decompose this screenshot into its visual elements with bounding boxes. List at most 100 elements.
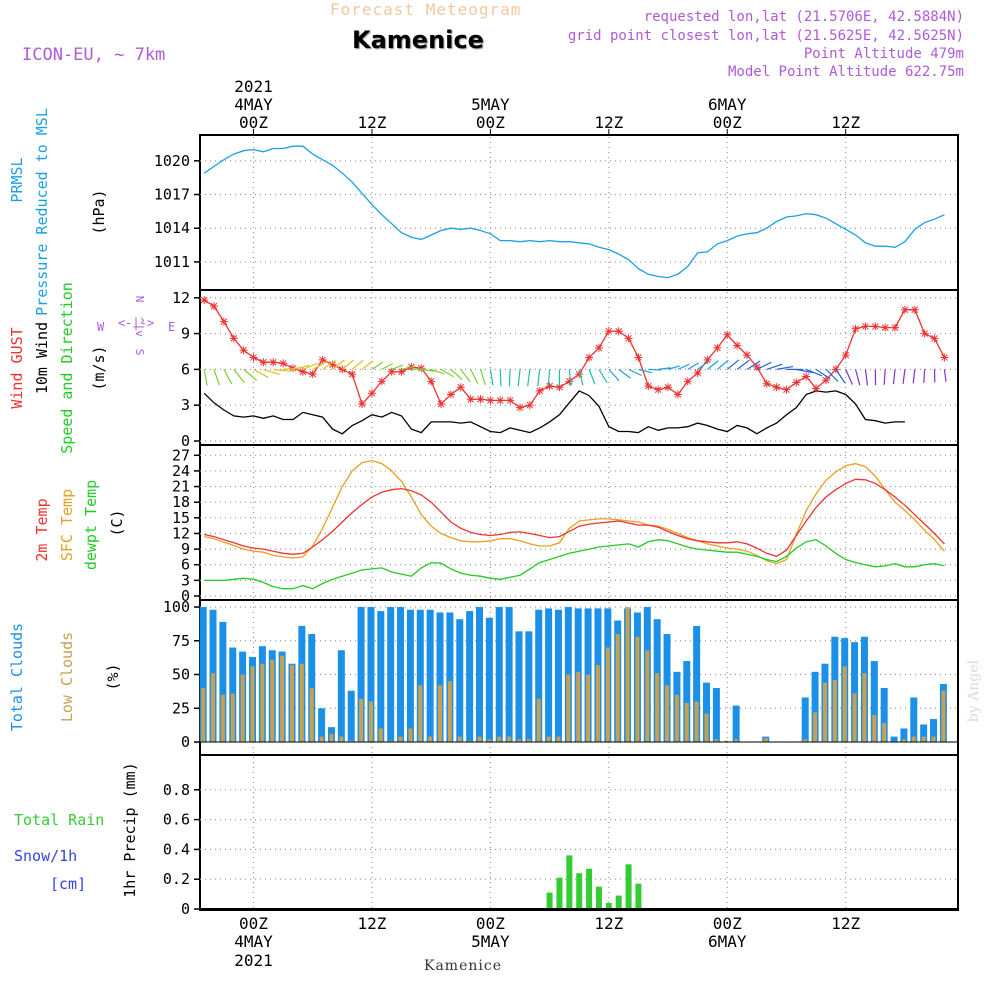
low-cloud-bar xyxy=(921,736,926,742)
wind-direction-arrow xyxy=(805,368,823,377)
low-cloud-bar xyxy=(813,712,818,742)
rain-bar xyxy=(586,868,593,909)
total-cloud-bar xyxy=(406,609,414,742)
precip-unit-label: 1hr Precip (mm) xyxy=(121,762,139,897)
total-cloud-bar xyxy=(416,609,424,742)
low-cloud-bar xyxy=(516,739,521,742)
wind-direction-arrow xyxy=(756,361,772,370)
low-cloud-bar xyxy=(684,702,689,742)
wind-direction-arrow xyxy=(479,369,486,385)
top-day-label: 4MAY xyxy=(234,95,273,114)
low-cloud-bar xyxy=(941,690,946,742)
gust-marker xyxy=(367,389,376,398)
total-cloud-bar xyxy=(920,724,928,742)
gust-marker xyxy=(476,395,485,404)
low-cloud-bar xyxy=(852,693,857,742)
wind-direction-arrow xyxy=(517,369,521,387)
total-cloud-bar xyxy=(535,609,543,742)
y-tick-label: 75 xyxy=(172,632,190,650)
gust-marker xyxy=(644,382,653,391)
low-cloud-bar xyxy=(694,701,699,742)
gust-marker xyxy=(634,353,643,362)
wind-direction-arrow xyxy=(588,369,596,385)
wind-direction-arrow xyxy=(401,366,414,370)
low-cloud-bar xyxy=(615,634,620,742)
total-cloud-bar xyxy=(870,661,878,742)
gust-marker xyxy=(466,395,475,404)
wind-direction-arrow xyxy=(835,369,846,384)
wind-direction-arrow xyxy=(687,362,700,370)
gust-marker xyxy=(762,379,771,388)
gust-marker xyxy=(437,400,446,408)
gust-marker xyxy=(821,376,830,385)
gust-marker xyxy=(703,355,712,364)
wind-direction-arrow xyxy=(332,359,345,370)
y-tick-label: 0.6 xyxy=(163,811,190,829)
total-cloud-bar xyxy=(397,607,405,742)
total-cloud-bar xyxy=(545,608,553,742)
wind-direction-arrow xyxy=(726,359,740,370)
y-tick-label: 21 xyxy=(172,478,190,496)
dewpoint-line xyxy=(204,539,945,590)
wind-direction-arrow xyxy=(598,369,608,384)
total-cloud-bar xyxy=(880,688,888,742)
y-tick-label: 3 xyxy=(181,396,190,414)
wind-direction-arrow xyxy=(608,368,620,382)
gust-marker xyxy=(525,401,534,410)
wind-direction-arrow xyxy=(776,365,794,370)
low-cloud-bar xyxy=(319,736,324,742)
low-cloud-bar xyxy=(763,737,768,742)
top-hour-label: 12Z xyxy=(594,113,623,132)
wind-speed-direction-label: Speed and Direction xyxy=(58,282,76,454)
bottom-hour-label: 12Z xyxy=(831,914,860,933)
rain-bar xyxy=(546,892,553,909)
low-cloud-bar xyxy=(625,607,630,742)
wind-direction-arrow xyxy=(527,369,531,387)
total-cloud-bar xyxy=(890,736,898,742)
grid-point-coordinates: grid point closest lon,lat (21.5625E, 42… xyxy=(567,28,964,44)
wind-direction-arrow xyxy=(470,369,479,384)
total-cloud-bar xyxy=(387,607,395,742)
total-cloud-bar xyxy=(851,642,859,742)
wind-direction-arrow xyxy=(618,368,631,379)
wind-direction-arrow xyxy=(253,368,269,379)
y-tick-label: 6 xyxy=(181,556,190,574)
wind-direction-arrow xyxy=(902,369,906,384)
gust-marker xyxy=(871,322,880,331)
total-cloud-bar xyxy=(495,607,503,742)
wind-direction-arrow xyxy=(658,367,671,370)
low-cloud-bar xyxy=(428,736,433,742)
total-cloud-bar xyxy=(900,728,908,742)
top-year-label: 2021 xyxy=(234,77,273,96)
low-cloud-bar xyxy=(704,713,709,742)
gust-marker xyxy=(723,330,732,339)
bottom-day-label: 4MAY xyxy=(234,932,273,951)
gust-marker xyxy=(486,396,495,405)
total-cloud-bar xyxy=(377,611,385,742)
y-tick-label: 0.2 xyxy=(163,870,190,888)
low-cloud-bar xyxy=(556,736,561,742)
rain-bar xyxy=(615,895,622,909)
gust-line xyxy=(203,299,945,409)
gust-marker xyxy=(565,377,574,386)
low-cloud-bar xyxy=(586,674,591,742)
low-cloud-bar xyxy=(329,733,334,742)
wind-direction-arrow xyxy=(322,360,336,370)
bottom-day-label: 6MAY xyxy=(708,932,747,951)
top-hour-label: 00Z xyxy=(713,113,742,132)
gust-marker xyxy=(279,359,288,368)
low-cloud-bar xyxy=(289,665,294,742)
gust-marker xyxy=(387,367,396,376)
bottom-hour-label: 12Z xyxy=(594,914,623,933)
rain-bar xyxy=(595,886,602,909)
wind-direction-arrow xyxy=(430,368,445,375)
total-cloud-bar xyxy=(357,607,365,742)
wind-direction-arrow xyxy=(460,369,471,383)
low-cloud-bar xyxy=(299,663,304,742)
gust-marker xyxy=(664,383,673,392)
wind-direction-arrow xyxy=(864,369,869,386)
gust-marker xyxy=(891,323,900,332)
wind-direction-arrow xyxy=(883,369,886,385)
low-cloud-bar xyxy=(901,739,906,742)
gust-marker xyxy=(456,383,465,392)
